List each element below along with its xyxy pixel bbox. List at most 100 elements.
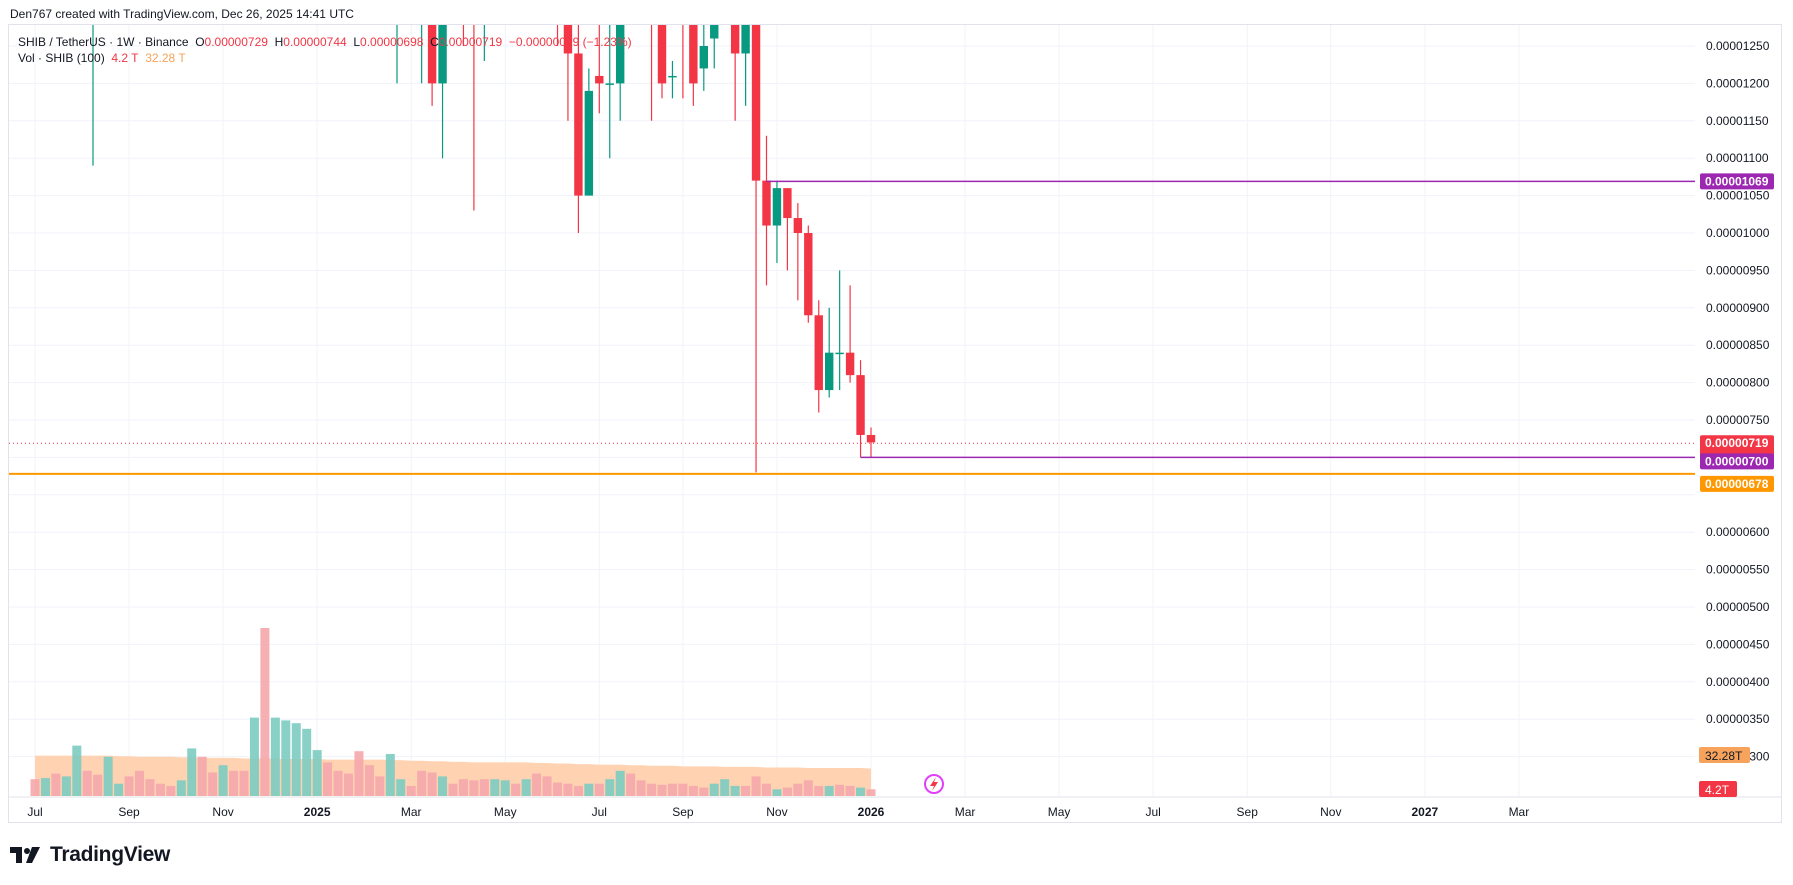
volume-bar	[615, 770, 625, 796]
volume-bar	[344, 773, 353, 796]
price-tick-label: 0.00000850	[1706, 338, 1770, 352]
volume-bar	[30, 779, 40, 796]
volume-bar	[291, 723, 301, 796]
candle-body	[856, 375, 865, 435]
price-tick-label: 0.00000450	[1706, 637, 1770, 651]
tradingview-brand[interactable]: TradingView	[10, 843, 170, 867]
chart-frame	[8, 24, 1782, 823]
volume-bar	[333, 770, 343, 796]
volume-legend[interactable]: Vol · SHIB (100) 4.2 T 32.28 T	[18, 51, 186, 65]
candle-body	[553, 0, 561, 16]
volume-bar	[605, 779, 615, 796]
time-tick-label: 2027	[1411, 805, 1438, 819]
volume-bar	[479, 779, 489, 796]
candle-body	[772, 188, 782, 226]
volume-bar	[239, 770, 249, 796]
symbol-title[interactable]: SHIB / TetherUS · 1W · Binance	[18, 35, 189, 49]
high-label: H	[274, 35, 284, 49]
plot-area	[9, 0, 1695, 796]
volume-bar	[166, 785, 176, 796]
volume-bar	[542, 776, 552, 796]
time-tick-label: Sep	[672, 805, 694, 819]
candle-body	[563, 25, 573, 54]
candle-body	[845, 352, 855, 376]
volume-bar	[667, 783, 677, 796]
volume-bar	[281, 720, 291, 796]
horizontal-line-price-tag-bg	[1700, 475, 1774, 492]
price-tick-label: 0.00001100	[1706, 151, 1769, 165]
price-tick-label: 0.00001150	[1706, 114, 1769, 128]
volume-bar	[187, 748, 197, 796]
volume-bar	[145, 779, 155, 796]
volume-bar	[720, 779, 730, 796]
volume-ma-tag: 32.28T	[1705, 749, 1743, 763]
candle-body	[647, 0, 655, 16]
price-tick-label: 0.00000500	[1706, 600, 1770, 614]
volume-bar	[249, 717, 259, 796]
candle-body	[825, 352, 834, 391]
candle-body	[814, 315, 823, 391]
volume-bar	[688, 785, 698, 796]
candle-body	[762, 180, 771, 226]
volume-value: 4.2 T	[111, 51, 139, 65]
candle-body	[783, 188, 792, 219]
candle-body	[668, 75, 677, 78]
volume-bar	[657, 784, 667, 796]
candle-body	[689, 25, 698, 84]
candle-body	[730, 25, 740, 54]
price-tick-label: 0.00000950	[1706, 263, 1770, 277]
price-tick-label: 0.00000600	[1706, 525, 1770, 539]
open-value: 0.00000729	[204, 35, 268, 49]
low-label: L	[353, 35, 361, 49]
volume-bar	[176, 780, 186, 796]
volume-bar	[124, 776, 134, 796]
candle-body	[751, 25, 761, 181]
volume-bar	[814, 785, 824, 796]
open-label: O	[195, 35, 205, 49]
volume-bar	[260, 628, 270, 796]
candle-body	[595, 75, 604, 84]
volume-bar	[323, 762, 333, 796]
volume-bar	[866, 789, 876, 796]
volume-bar	[218, 765, 228, 796]
volume-bar	[354, 751, 364, 796]
volume-bar	[563, 783, 573, 796]
time-tick-label: Sep	[1237, 805, 1259, 819]
time-tick-label: Nov	[766, 805, 787, 819]
volume-bar	[155, 783, 165, 796]
candle-body	[605, 83, 614, 85]
candle-body	[699, 46, 708, 69]
volume-bar	[448, 783, 458, 796]
volume-bar	[417, 770, 427, 796]
volume-bar	[741, 785, 751, 796]
candle-body	[741, 25, 750, 54]
time-tick-label: Mar	[1509, 805, 1530, 819]
time-tick-label: Nov	[1320, 805, 1341, 819]
candle-body	[793, 218, 803, 233]
volume-bar	[573, 785, 583, 796]
time-tick-label: May	[494, 805, 517, 819]
volume-title[interactable]: Vol · SHIB (100)	[18, 51, 105, 65]
volume-bar	[458, 779, 468, 796]
low-value: 0.00000698	[360, 35, 424, 49]
volume-bar	[500, 780, 510, 796]
symbol-legend[interactable]: SHIB / TetherUS · 1W · Binance O0.000007…	[18, 35, 632, 49]
volume-bar	[93, 774, 103, 796]
volume-bar	[782, 787, 792, 796]
chart-attribution: Den767 created with TradingView.com, Dec…	[10, 7, 354, 21]
price-tick-label: 0.00000550	[1706, 563, 1770, 577]
volume-bar	[521, 779, 531, 796]
volume-bar	[824, 785, 834, 796]
resistance-price-tag-bg	[1700, 173, 1774, 190]
candle-body	[804, 233, 813, 316]
volume-bar	[197, 756, 207, 796]
volume-bar	[114, 783, 124, 796]
volume-bar	[469, 780, 479, 796]
price-tick-label: 0.00001000	[1706, 226, 1770, 240]
volume-bar	[229, 770, 239, 796]
volume-bar	[72, 745, 82, 796]
volume-bar	[51, 773, 61, 796]
lightning-icon	[930, 777, 938, 791]
volume-bar	[375, 776, 385, 796]
